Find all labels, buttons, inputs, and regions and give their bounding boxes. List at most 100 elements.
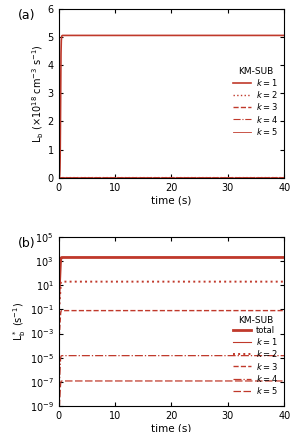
total	[57, 301, 60, 306]
total	[83, 255, 86, 260]
Line: $k = 5$: $k = 5$	[59, 381, 284, 417]
$k = 1$	[282, 33, 286, 38]
$k = 5$	[278, 175, 282, 180]
Text: (a): (a)	[18, 9, 35, 22]
$k = 3$	[67, 308, 71, 313]
$k = 3$	[67, 175, 71, 180]
$k = 3$	[278, 175, 282, 180]
$k = 3$	[278, 308, 282, 313]
$k = 2$	[282, 175, 286, 180]
Line: total: total	[59, 257, 284, 303]
$k = 3$	[96, 175, 100, 180]
$k = 4$	[278, 175, 282, 180]
$k = 4$	[254, 175, 257, 180]
total	[144, 255, 147, 260]
$k = 3$	[254, 308, 257, 313]
$k = 2$	[57, 175, 60, 180]
$k = 3$	[96, 308, 100, 313]
Text: (b): (b)	[18, 237, 36, 250]
$k = 3$	[282, 175, 286, 180]
$k = 1$	[67, 33, 71, 38]
total	[278, 255, 282, 260]
$k = 2$	[144, 279, 147, 284]
total	[67, 255, 71, 260]
$k = 2$	[278, 279, 282, 284]
$k = 5$	[83, 378, 86, 384]
$k = 3$	[144, 308, 147, 313]
$k = 4$	[278, 353, 282, 358]
X-axis label: time (s): time (s)	[151, 195, 192, 205]
$k = 3$	[83, 308, 86, 313]
$k = 1$	[83, 255, 86, 260]
$k = 2$	[278, 175, 282, 180]
$k = 5$	[153, 378, 157, 384]
$k = 1$	[282, 255, 286, 260]
X-axis label: time (s): time (s)	[151, 424, 192, 432]
$k = 4$	[96, 353, 100, 358]
Line: $k = 1$: $k = 1$	[59, 35, 284, 178]
$k = 5$	[144, 175, 147, 180]
$k = 5$	[282, 378, 286, 384]
$k = 4$	[67, 175, 71, 180]
$k = 4$	[57, 399, 60, 404]
$k = 5$	[57, 415, 60, 420]
$k = 4$	[83, 353, 86, 358]
Line: $k = 2$: $k = 2$	[59, 282, 284, 309]
$k = 5$	[144, 378, 147, 384]
$k = 4$	[83, 175, 86, 180]
$k = 5$	[83, 175, 86, 180]
Legend: $k = 1$, $k = 2$, $k = 3$, $k = 4$, $k = 5$: $k = 1$, $k = 2$, $k = 3$, $k = 4$, $k =…	[231, 64, 280, 139]
$k = 3$	[144, 175, 147, 180]
$k = 3$	[153, 308, 157, 313]
total	[153, 255, 157, 260]
$k = 4$	[57, 175, 60, 180]
$k = 1$	[83, 33, 86, 38]
$k = 1$	[254, 33, 257, 38]
$k = 2$	[67, 279, 71, 284]
$k = 2$	[254, 279, 257, 284]
$k = 4$	[144, 175, 147, 180]
$k = 4$	[153, 353, 157, 358]
$k = 3$	[83, 175, 86, 180]
$k = 1$	[96, 255, 100, 260]
Line: $k = 3$: $k = 3$	[59, 311, 284, 337]
$k = 1$	[153, 33, 157, 38]
$k = 1$	[278, 255, 282, 260]
$k = 5$	[254, 175, 257, 180]
$k = 4$	[144, 353, 147, 358]
Y-axis label: L$_\mathrm{b}^*$ (s$^{-1}$): L$_\mathrm{b}^*$ (s$^{-1}$)	[11, 302, 28, 341]
$k = 4$	[254, 353, 257, 358]
$k = 3$	[153, 175, 157, 180]
$k = 5$	[96, 378, 100, 384]
$k = 1$	[254, 255, 257, 260]
Legend: total, $k = 1$, $k = 2$, $k = 3$, $k = 4$, $k = 5$: total, $k = 1$, $k = 2$, $k = 3$, $k = 4…	[231, 313, 280, 399]
$k = 2$	[254, 175, 257, 180]
$k = 2$	[282, 279, 286, 284]
$k = 4$	[96, 175, 100, 180]
$k = 2$	[67, 175, 71, 180]
Line: $k = 1$: $k = 1$	[59, 257, 284, 303]
$k = 3$	[254, 175, 257, 180]
$k = 2$	[83, 279, 86, 284]
total	[282, 255, 286, 260]
$k = 4$	[67, 353, 71, 358]
$k = 4$	[282, 175, 286, 180]
$k = 1$	[96, 33, 100, 38]
$k = 2$	[96, 279, 100, 284]
Y-axis label: L$_\mathrm{b}$ ($\times$10$^{18}$ cm$^{-3}$ s$^{-1}$): L$_\mathrm{b}$ ($\times$10$^{18}$ cm$^{-…	[31, 44, 46, 143]
$k = 1$	[67, 255, 71, 260]
$k = 5$	[57, 175, 60, 180]
$k = 1$	[57, 301, 60, 306]
$k = 1$	[278, 33, 282, 38]
$k = 3$	[57, 334, 60, 340]
$k = 5$	[67, 175, 71, 180]
$k = 5$	[254, 378, 257, 384]
$k = 1$	[153, 255, 157, 260]
$k = 2$	[153, 175, 157, 180]
$k = 2$	[96, 175, 100, 180]
$k = 4$	[282, 353, 286, 358]
$k = 2$	[83, 175, 86, 180]
$k = 1$	[144, 33, 147, 38]
$k = 2$	[153, 279, 157, 284]
$k = 2$	[57, 307, 60, 312]
